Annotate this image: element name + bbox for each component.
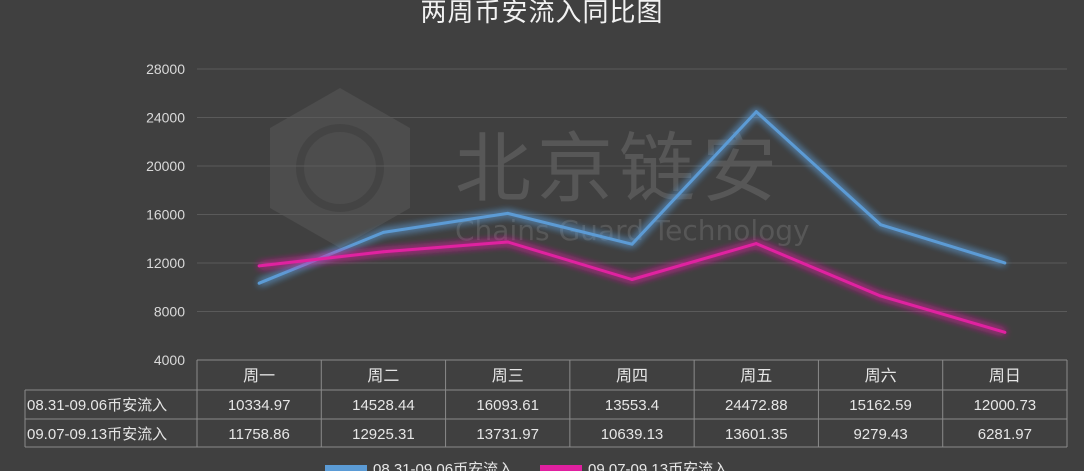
data-point bbox=[754, 242, 758, 246]
data-point bbox=[506, 240, 510, 244]
data-label: 24472.88 bbox=[725, 397, 788, 414]
watermark-logo-ring bbox=[296, 124, 384, 212]
data-label: 14528.44 bbox=[352, 397, 415, 414]
chart-title: 两周币安流入同比图 bbox=[420, 0, 664, 28]
x-category-label: 周一 bbox=[243, 366, 275, 385]
data-point bbox=[879, 294, 883, 298]
x-category-label: 周三 bbox=[492, 366, 524, 385]
y-tick-label: 12000 bbox=[146, 255, 185, 271]
data-label: 11758.86 bbox=[228, 426, 289, 443]
data-point bbox=[630, 242, 634, 246]
data-point bbox=[1003, 330, 1007, 334]
data-point bbox=[1003, 261, 1007, 265]
data-point bbox=[257, 264, 261, 268]
data-point bbox=[257, 281, 261, 285]
series-line-2 bbox=[258, 240, 1006, 334]
data-label: 16093.61 bbox=[476, 397, 539, 414]
x-category-label: 周四 bbox=[616, 366, 648, 385]
data-label: 12000.73 bbox=[974, 397, 1037, 414]
watermark-subtitle: Chains Guard Technology bbox=[455, 214, 810, 247]
data-label: 13601.35 bbox=[725, 426, 788, 443]
data-point bbox=[879, 223, 883, 227]
legend-label: 08.31-09.06币安流入 bbox=[373, 461, 513, 471]
data-point bbox=[381, 250, 385, 254]
watermark-text: 北京链安 bbox=[455, 124, 783, 213]
data-point bbox=[506, 211, 510, 215]
data-label: 10334.97 bbox=[228, 397, 291, 414]
legend-swatch bbox=[325, 465, 367, 471]
data-point bbox=[630, 278, 634, 282]
data-label: 15162.59 bbox=[849, 397, 912, 414]
x-category-label: 周二 bbox=[367, 366, 399, 385]
table-row-label: 09.07-09.13币安流入 bbox=[27, 426, 167, 443]
y-tick-label: 16000 bbox=[146, 207, 185, 223]
data-label: 13553.4 bbox=[605, 397, 659, 414]
data-point bbox=[754, 110, 758, 114]
y-tick-label: 24000 bbox=[146, 110, 185, 126]
x-category-label: 周六 bbox=[865, 366, 897, 385]
y-tick-label: 28000 bbox=[146, 61, 185, 77]
data-label: 9279.43 bbox=[853, 426, 907, 443]
legend-swatch bbox=[540, 465, 582, 471]
y-tick-label: 20000 bbox=[146, 158, 185, 174]
x-category-label: 周五 bbox=[740, 366, 772, 385]
y-tick-label: 4000 bbox=[154, 352, 185, 368]
data-label: 13731.97 bbox=[476, 426, 539, 443]
data-label: 10639.13 bbox=[601, 426, 664, 443]
table-row-label: 08.31-09.06币安流入 bbox=[27, 397, 167, 414]
data-label: 6281.97 bbox=[978, 426, 1032, 443]
y-tick-label: 8000 bbox=[154, 304, 185, 320]
data-point bbox=[381, 230, 385, 234]
data-label: 12925.31 bbox=[352, 426, 415, 443]
watermark-logo-icon bbox=[270, 88, 410, 248]
legend-label: 09.07-09.13币安流入 bbox=[588, 461, 728, 471]
x-category-label: 周日 bbox=[989, 366, 1021, 385]
